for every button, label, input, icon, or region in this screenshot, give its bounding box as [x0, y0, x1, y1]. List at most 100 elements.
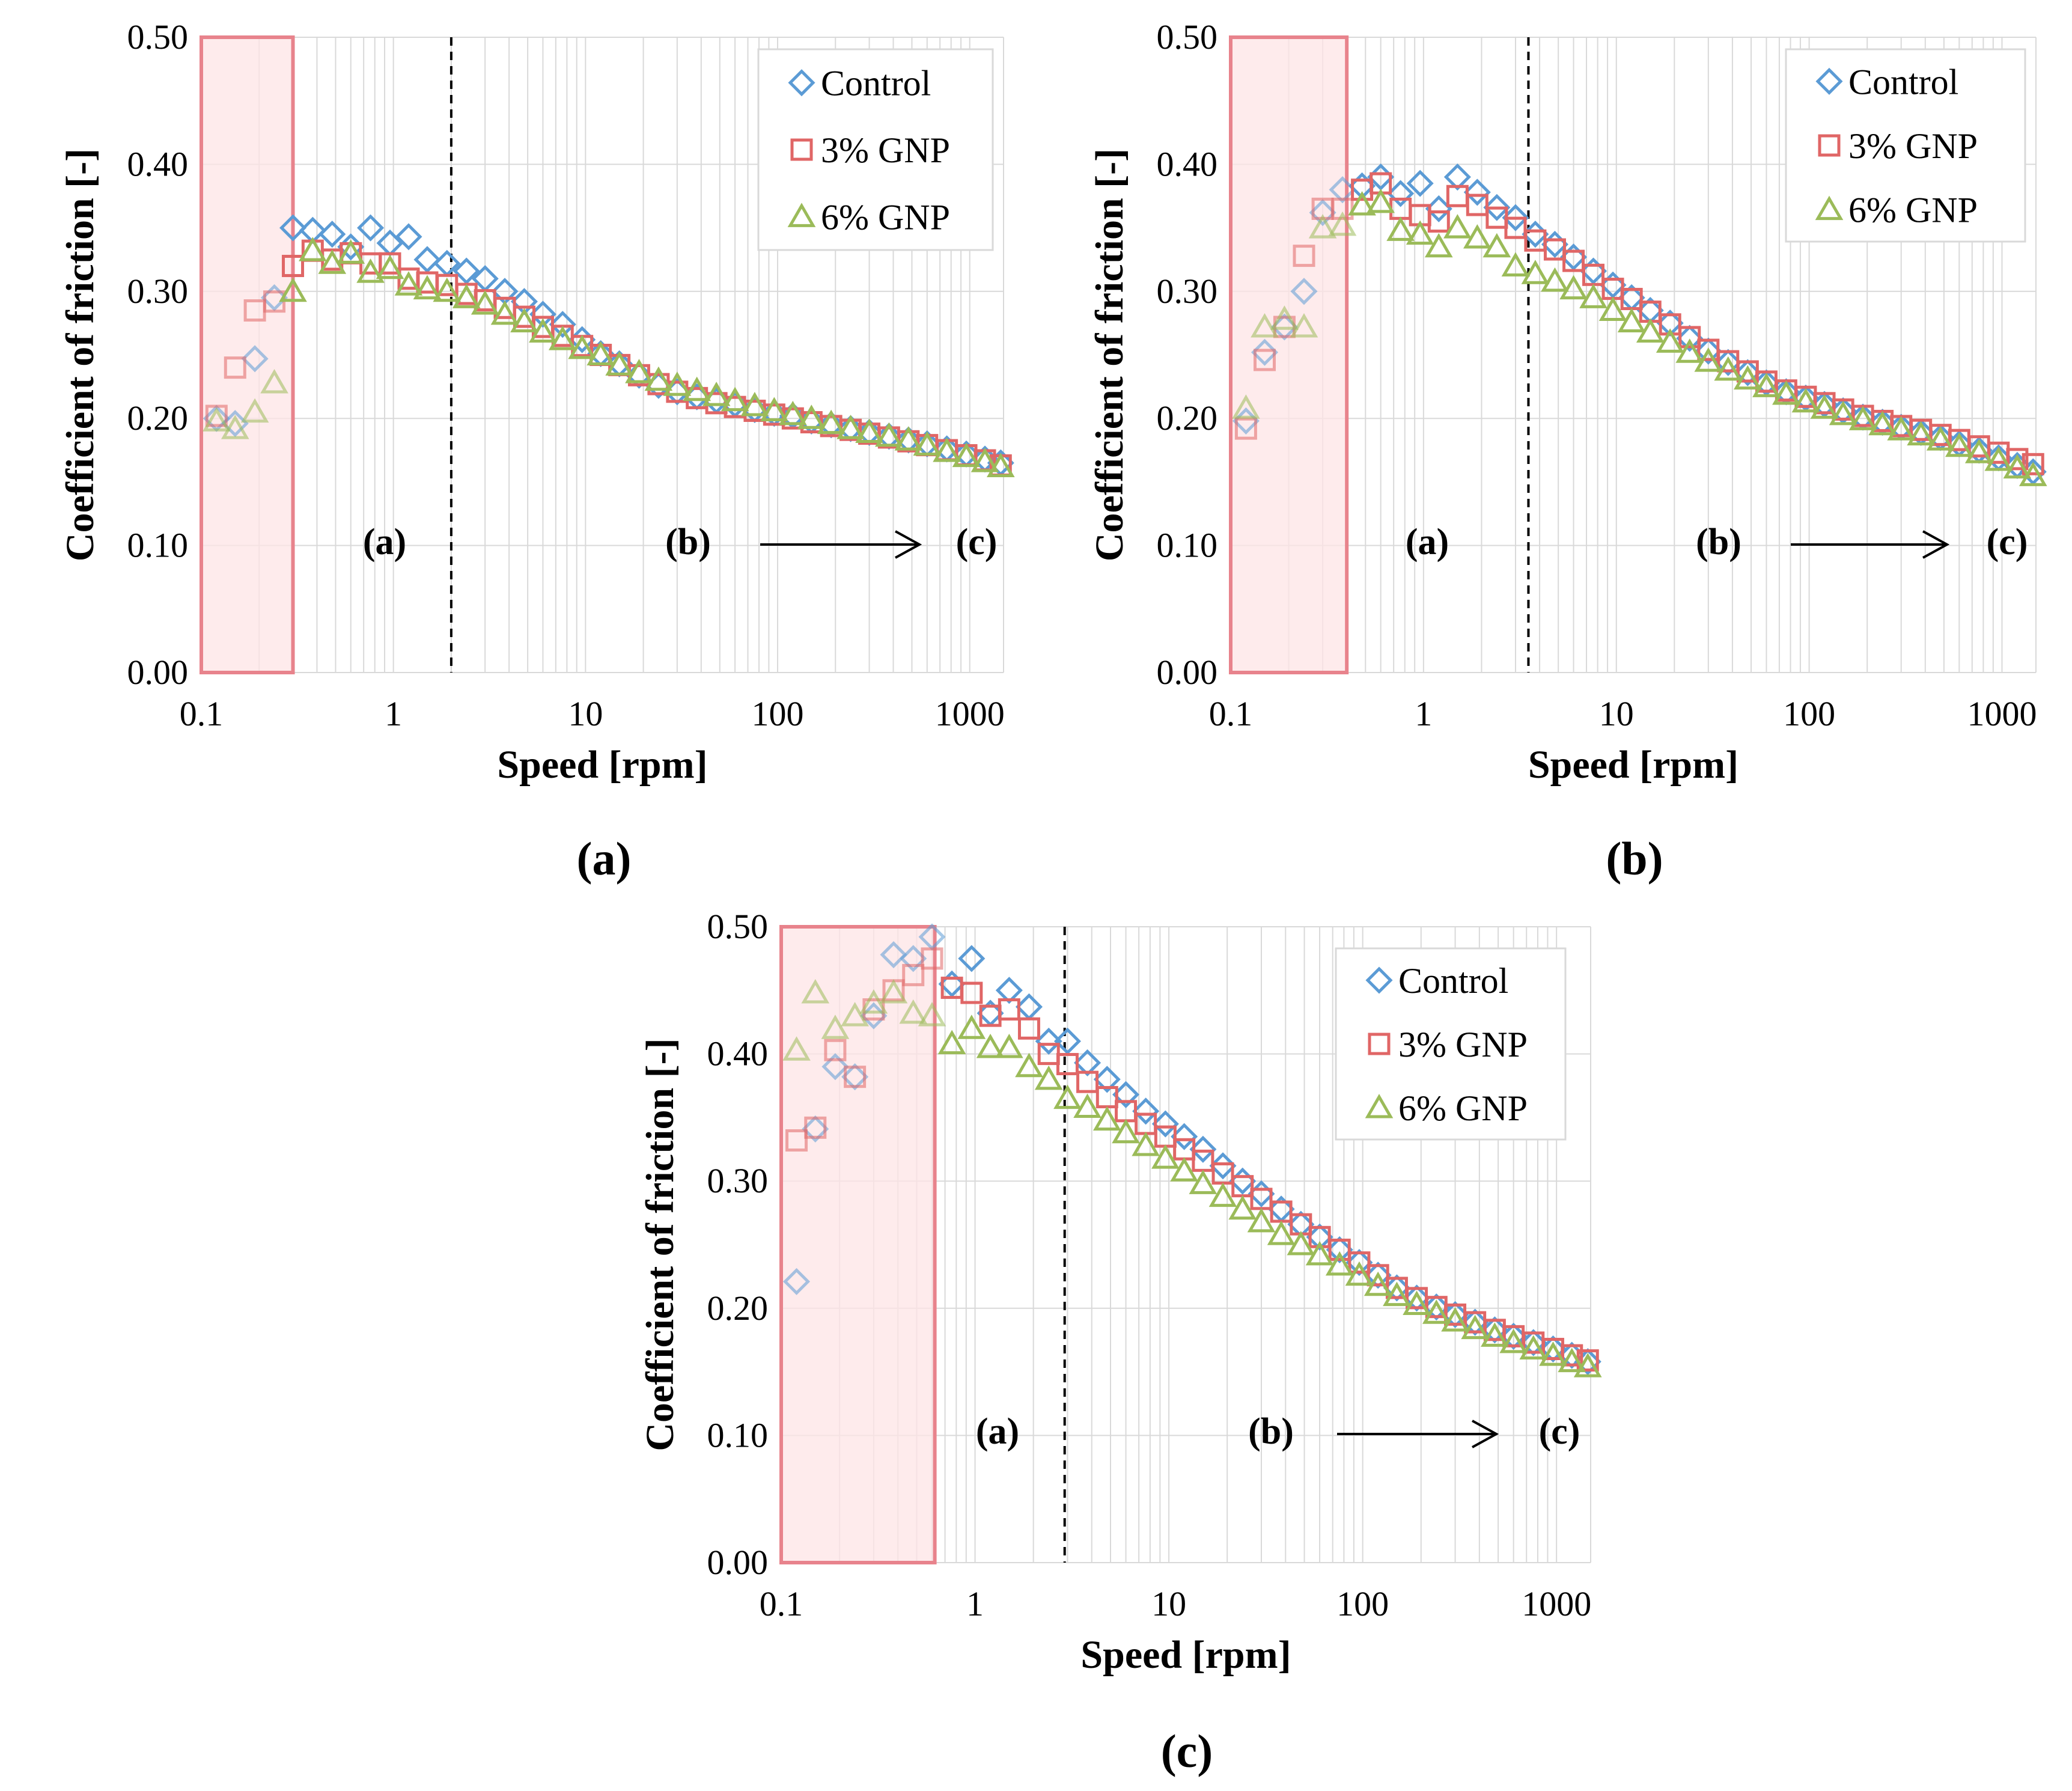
data-point — [1926, 426, 1955, 451]
legend-label: 3% GNP — [821, 130, 950, 170]
x-tick-label: 100 — [1783, 694, 1835, 733]
data-point — [880, 941, 907, 969]
data-point — [1053, 1084, 1082, 1109]
data-point — [995, 977, 1023, 1004]
y-axis-title: Coefficient of friction [-] — [58, 148, 102, 561]
data-point — [855, 418, 883, 443]
data-point — [1461, 1314, 1489, 1340]
data-point — [1519, 1335, 1548, 1360]
y-axis-title: Coefficient of friction [-] — [1088, 148, 1132, 561]
data-point — [1539, 1341, 1567, 1366]
data-point — [938, 970, 966, 998]
data-point — [1481, 1316, 1508, 1344]
data-point — [779, 400, 807, 426]
legend-box — [757, 48, 994, 251]
legend-label: 6% GNP — [821, 197, 950, 237]
legend-box — [1785, 48, 2026, 243]
x-axis-title: Speed [rpm] — [1080, 1633, 1291, 1677]
data-point — [1559, 275, 1588, 300]
data-point — [1791, 388, 1820, 413]
y-tick-label: 0.20 — [707, 1289, 769, 1328]
data-point — [1367, 188, 1395, 213]
y-tick-label: 0.40 — [1157, 144, 1218, 183]
data-point — [376, 254, 404, 279]
data-point — [1520, 1329, 1547, 1356]
data-point — [1579, 284, 1607, 308]
data-point — [205, 404, 228, 427]
data-point — [933, 438, 961, 462]
y-tick-label: 0.30 — [1157, 272, 1218, 311]
data-point — [395, 223, 422, 251]
data-point — [1234, 417, 1257, 440]
region-label: (b) — [665, 522, 711, 563]
data-point — [1151, 1144, 1180, 1169]
data-point — [1290, 278, 1318, 305]
data-point — [894, 426, 923, 451]
data-point — [918, 1002, 946, 1027]
legend-marker-icon — [787, 203, 816, 227]
data-point — [1306, 1223, 1333, 1251]
data-point — [1208, 1182, 1237, 1207]
data-point — [995, 1034, 1023, 1058]
chart-panel-1: 0.00 0.10 0.20 0.30 0.40 0.50 0.1 1 10 100 1000 Spe… — [58, 17, 1015, 885]
legend-marker-icon — [1815, 67, 1843, 95]
data-point — [240, 398, 269, 423]
region-label: (c) — [1539, 1411, 1580, 1452]
data-point — [663, 371, 692, 396]
data-point — [1543, 238, 1566, 261]
data-point — [1441, 1307, 1469, 1332]
legend-marker-icon — [790, 138, 813, 161]
data-point — [958, 945, 986, 972]
data-point — [1483, 194, 1511, 221]
data-point — [1270, 305, 1299, 330]
x-tick-label: 1000 — [1967, 694, 2037, 733]
data-point — [1308, 214, 1337, 239]
legend: Control 3% GNP 6% GNP — [1335, 947, 1567, 1141]
data-point — [817, 409, 846, 435]
data-point — [1386, 216, 1415, 241]
x-axis-title: Speed [rpm] — [497, 743, 707, 787]
legend-marker-icon — [1818, 134, 1841, 157]
y-tick-label: 0.50 — [127, 17, 189, 56]
data-point — [1466, 194, 1488, 216]
data-point — [1697, 338, 1720, 361]
data-point — [279, 214, 307, 242]
data-point — [1443, 163, 1471, 191]
data-point — [413, 246, 441, 273]
data-point — [1579, 257, 1607, 285]
data-point — [1945, 432, 1973, 457]
data-point — [1132, 1131, 1160, 1156]
legend-label: 6% GNP — [1848, 191, 1978, 230]
data-point — [1364, 1271, 1392, 1296]
data-point — [1017, 1017, 1040, 1040]
x-tick-label: 1000 — [935, 694, 1005, 733]
y-tick-label: 0.10 — [707, 1415, 769, 1454]
data-point — [1056, 1053, 1079, 1076]
x-tick-label: 0.1 — [760, 1584, 803, 1623]
data-point — [1617, 308, 1646, 333]
data-point — [1073, 1093, 1102, 1118]
data-point — [2003, 454, 2032, 479]
y-tick-label: 0.00 — [707, 1543, 769, 1582]
data-point — [1463, 224, 1492, 249]
data-point — [1501, 252, 1530, 277]
data-point — [2022, 453, 2044, 475]
data-point — [1964, 439, 1993, 463]
y-tick-label: 0.20 — [1157, 398, 1218, 438]
arrow-head-icon — [895, 530, 922, 559]
y-tick-label: 0.20 — [127, 398, 189, 438]
data-point — [1694, 347, 1723, 372]
data-point — [836, 415, 865, 439]
data-point — [1984, 446, 2013, 471]
data-point — [1251, 313, 1279, 338]
x-tick-label: 0.1 — [1209, 694, 1253, 733]
data-point — [1481, 1322, 1509, 1347]
x-tick-label: 10 — [1599, 694, 1634, 733]
panel-caption: (b) — [1606, 832, 1663, 885]
data-point — [957, 1014, 986, 1039]
data-point — [841, 1063, 869, 1091]
data-point — [318, 221, 346, 248]
chart-panel-2: 0.00 0.10 0.20 0.30 0.40 0.50 0.1 1 10 100 1000 Spe… — [1088, 17, 2047, 885]
data-point — [1209, 1152, 1237, 1180]
data-point — [1254, 349, 1276, 371]
